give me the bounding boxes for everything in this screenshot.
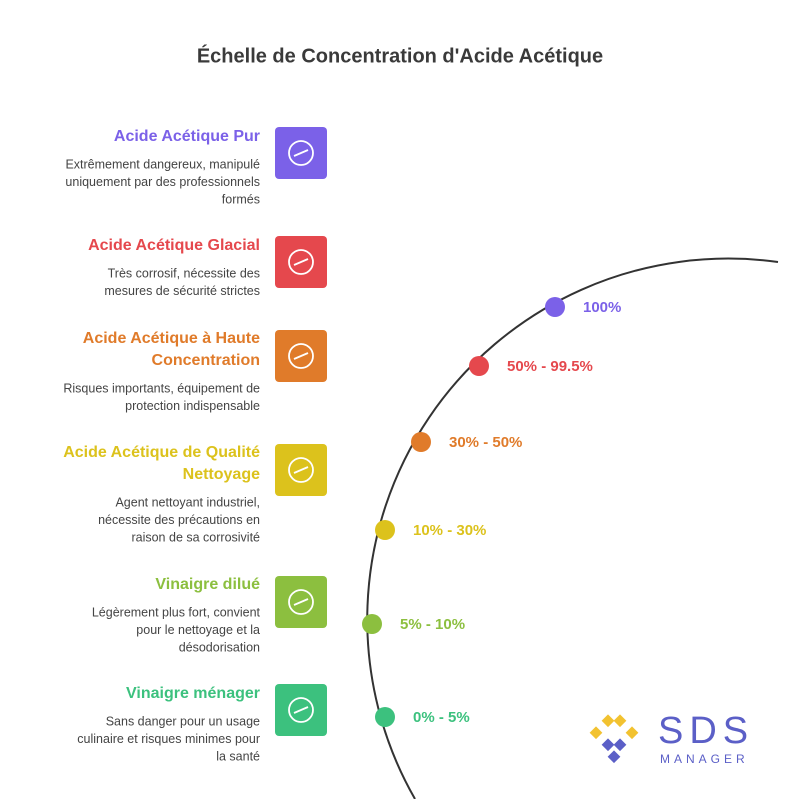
item-description: culinaire et risques minimes pour bbox=[77, 732, 260, 746]
range-label: 10% - 30% bbox=[413, 522, 486, 539]
icon-shape bbox=[288, 457, 314, 483]
item-description: Agent nettoyant industriel, bbox=[115, 495, 260, 509]
icon-shape bbox=[293, 258, 309, 266]
icon-shape bbox=[293, 706, 309, 714]
item-title: Acide Acétique de Qualité bbox=[63, 444, 260, 461]
range-label: 0% - 5% bbox=[413, 709, 470, 726]
item-description: Extrêmement dangereux, manipulé bbox=[65, 157, 260, 171]
item-description: Sans danger pour un usage bbox=[106, 714, 260, 728]
item-description: formés bbox=[222, 192, 260, 206]
item-title: Acide Acétique à Haute bbox=[83, 330, 260, 347]
logo-subtitle: MANAGER bbox=[660, 752, 749, 766]
icon-shape bbox=[288, 697, 314, 723]
range-dot bbox=[411, 432, 431, 452]
item-description: désodorisation bbox=[179, 640, 260, 654]
item-title: Vinaigre dilué bbox=[155, 576, 260, 593]
range-dot bbox=[375, 520, 395, 540]
logo-name: SDS bbox=[658, 710, 754, 752]
item-title: Vinaigre ménager bbox=[126, 685, 260, 702]
icon-shape bbox=[288, 343, 314, 369]
item-icon bbox=[288, 140, 314, 166]
range-label: 50% - 99.5% bbox=[507, 358, 593, 375]
scale-arc bbox=[366, 257, 779, 799]
item-description: protection indispensable bbox=[125, 399, 260, 413]
item-title: Acide Acétique Glacial bbox=[88, 237, 260, 254]
range-dot bbox=[362, 614, 382, 634]
item-description: nécessite des précautions en bbox=[98, 513, 260, 527]
item-icon bbox=[288, 697, 314, 723]
icon-shape bbox=[293, 352, 309, 360]
item-title: Concentration bbox=[152, 352, 260, 369]
item-icon bbox=[288, 343, 314, 369]
item-title: Nettoyage bbox=[183, 466, 260, 483]
item-description: la santé bbox=[216, 749, 260, 763]
item-description: raison de sa corrosivité bbox=[131, 530, 260, 544]
icon-shape bbox=[293, 149, 309, 157]
item-description: uniquement par des professionnels bbox=[65, 175, 260, 189]
item-icon bbox=[288, 457, 314, 483]
range-dot bbox=[375, 707, 395, 727]
item-description: Légèrement plus fort, convient bbox=[92, 605, 261, 619]
icon-shape bbox=[293, 598, 309, 606]
range-label: 5% - 10% bbox=[400, 616, 465, 633]
icon-shape bbox=[288, 140, 314, 166]
icon-shape bbox=[293, 466, 309, 474]
logo: SDS MANAGER bbox=[589, 710, 754, 766]
item-icon bbox=[288, 249, 314, 275]
title: Échelle de Concentration d'Acide Acétiqu… bbox=[197, 44, 603, 67]
item-title: Acide Acétique Pur bbox=[114, 128, 260, 145]
item-description: Très corrosif, nécessite des bbox=[108, 266, 260, 280]
range-label: 100% bbox=[583, 299, 621, 316]
item-description: pour le nettoyage et la bbox=[136, 623, 260, 637]
item-icon bbox=[288, 589, 314, 615]
range-dot bbox=[545, 297, 565, 317]
icon-shape bbox=[288, 249, 314, 275]
range-label: 30% - 50% bbox=[449, 434, 522, 451]
icon-shape bbox=[288, 589, 314, 615]
range-dot bbox=[469, 356, 489, 376]
item-description: Risques importants, équipement de bbox=[63, 381, 260, 395]
item-description: mesures de sécurité strictes bbox=[104, 284, 260, 298]
